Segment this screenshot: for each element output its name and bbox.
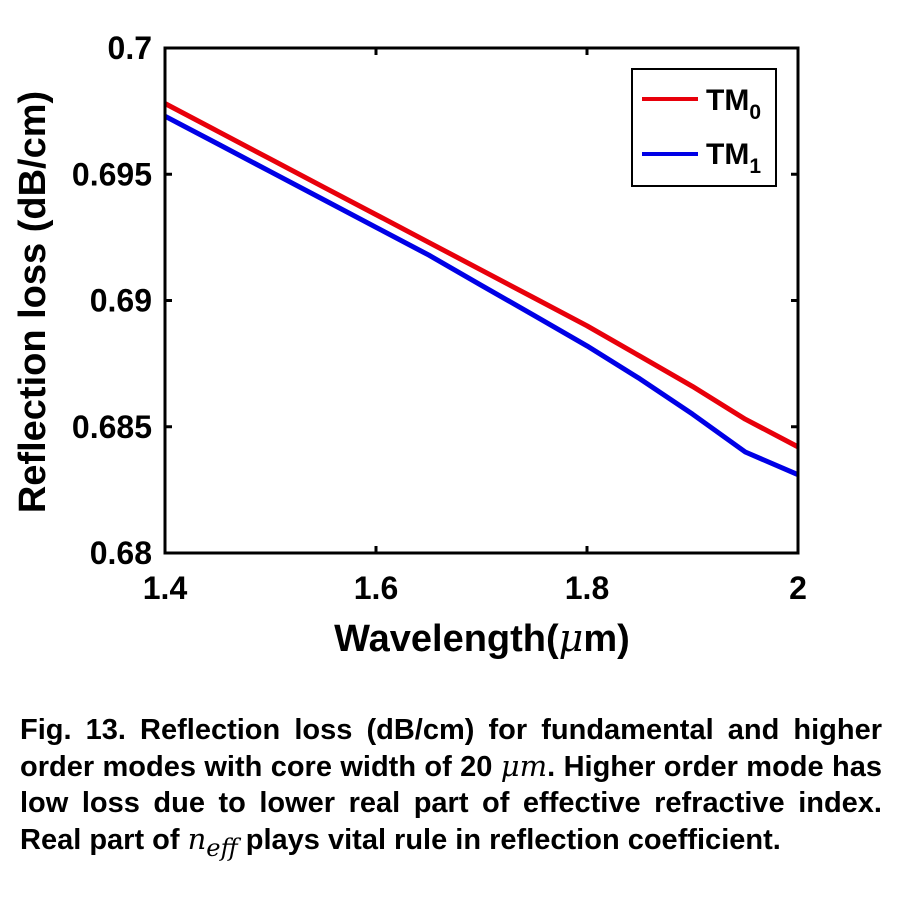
x-tick-label: 2 xyxy=(789,570,807,606)
legend-box xyxy=(631,68,777,187)
series-line-tm0 xyxy=(163,101,800,450)
figure-caption: Fig. 13. Reflection loss (dB/cm) for fun… xyxy=(20,712,882,866)
y-tick-label: 0.7 xyxy=(108,30,152,66)
reflection-loss-chart: 1.4 1.6 1.8 2 0.68 0.685 0.69 0.695 0.7 Reflecti… xyxy=(12,30,807,660)
y-tick-label: 0.695 xyxy=(72,156,152,192)
caption-math-um: μm xyxy=(500,749,548,783)
plot-curves xyxy=(163,101,800,477)
caption-text-3: plays vital rule in reflection coefficie… xyxy=(237,824,781,856)
x-tick-label: 1.4 xyxy=(143,570,188,606)
legend: TM0 TM1 xyxy=(631,68,777,187)
y-tick-label: 0.68 xyxy=(90,535,152,571)
legend-label-tm1: TM1 xyxy=(706,138,761,178)
series-line-tm1 xyxy=(163,113,799,477)
y-axis-label: Reflection loss (dB/cm) xyxy=(12,91,54,513)
y-tick-label: 0.69 xyxy=(90,283,152,319)
caption-math-n: n xyxy=(187,822,207,856)
caption-text-2: . Higher order mode has low loss due to … xyxy=(20,751,882,856)
x-tick-label: 1.6 xyxy=(354,570,398,606)
caption-text-1: Fig. 13. Reflection loss (dB/cm) for fun… xyxy=(20,714,882,783)
caption-math-eff: eff xyxy=(206,833,238,862)
axis-tick-labels: 1.4 1.6 1.8 2 0.68 0.685 0.69 0.695 0.7 xyxy=(72,30,807,606)
x-axis-label: Wavelength(μm) xyxy=(334,616,630,660)
legend-label-tm0: TM0 xyxy=(706,84,761,124)
y-tick-label: 0.685 xyxy=(72,409,152,445)
axis-ticks xyxy=(163,46,800,555)
x-tick-label: 1.8 xyxy=(565,570,609,606)
